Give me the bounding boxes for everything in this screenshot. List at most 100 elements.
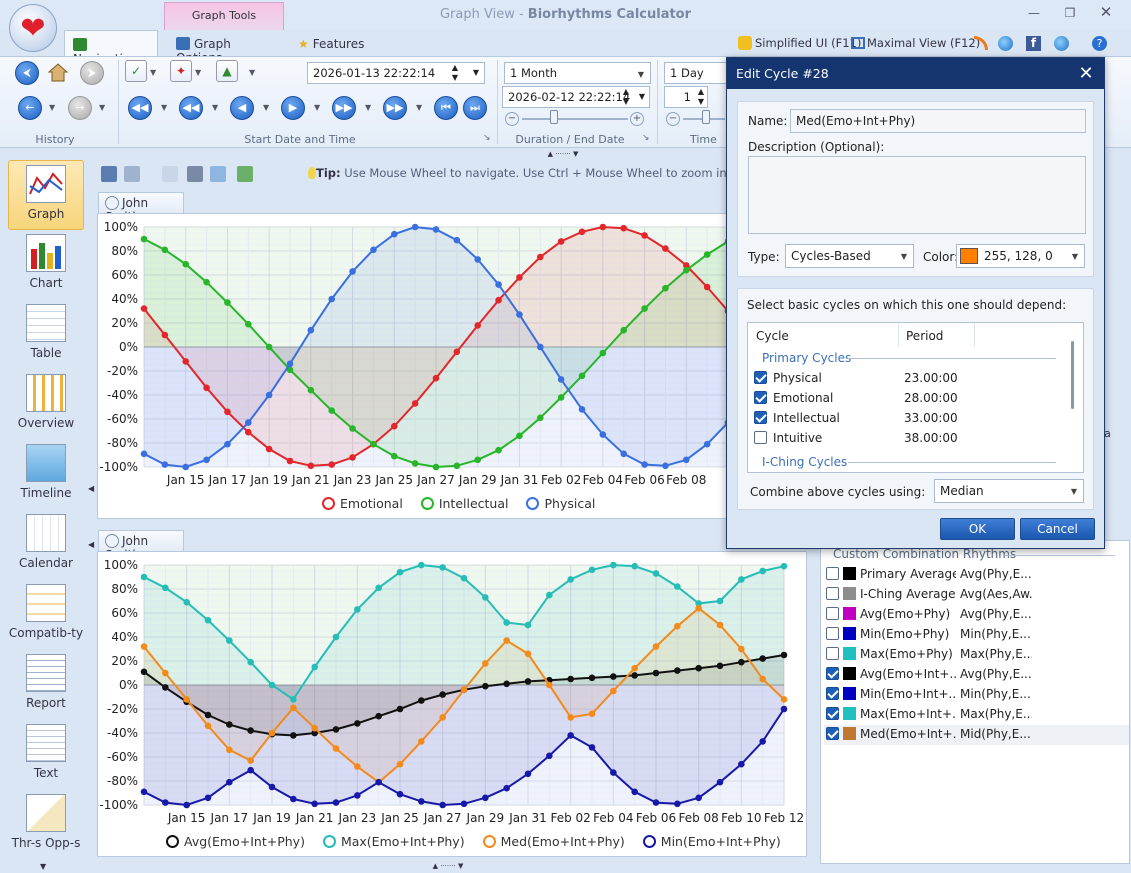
legend-min[interactable]: Min(Emo+Int+Phy) (642, 834, 781, 849)
sidebar-item-overview[interactable]: Overview (8, 370, 84, 440)
forward-fast-button[interactable]: ▶▶ (383, 96, 407, 120)
custom-rhythm-row[interactable]: Avg(Emo+Phy) Avg(Phy,E... (824, 605, 1129, 625)
custom-rhythm-row[interactable]: Avg(Emo+Int+... Avg(Phy,E... (824, 665, 1129, 685)
time-zoom-out-icon[interactable]: − (666, 112, 680, 126)
back-step-button[interactable]: ◀ (230, 96, 254, 120)
forward-fast-dropdown[interactable]: ▼ (416, 103, 423, 112)
bottom-chart-person-tab[interactable]: John Smith (98, 530, 184, 562)
sidebar-item-timeline[interactable]: Timeline (8, 440, 84, 510)
back-fast-dropdown[interactable]: ▼ (161, 103, 168, 112)
column-header-period[interactable]: Period (906, 329, 944, 343)
cycle-row-intuitive[interactable]: Intuitive 38.00:00 (754, 431, 1054, 449)
back-medium-button[interactable]: ◀◀ (179, 96, 203, 120)
cycles-list[interactable]: Cycle Period Primary Cycles Physical 23.0… (747, 322, 1084, 473)
sidebar-item-table[interactable]: Table (8, 300, 84, 370)
back-medium-dropdown[interactable]: ▼ (212, 103, 219, 112)
legend-emotional[interactable]: Emotional (322, 496, 403, 511)
minimize-icon[interactable]: — (1028, 6, 1040, 20)
end-datetime-dropdown-icon[interactable]: ▼ (638, 92, 645, 101)
web-globe-icon[interactable] (1054, 36, 1069, 51)
tree-dropdown[interactable]: ▼ (249, 68, 256, 77)
maximal-view-button[interactable]: Maximal View (F12) (851, 36, 980, 50)
splitter-left-arrow-icon[interactable]: ◀ (88, 484, 95, 493)
history-forward-dropdown[interactable]: ▼ (99, 103, 106, 112)
splitter-left-arrow-icon-2[interactable]: ◀ (88, 540, 95, 549)
sidebar-item-calendar[interactable]: Calendar (8, 510, 84, 580)
help-icon[interactable]: ? (1092, 36, 1107, 51)
facebook-icon[interactable]: f (1026, 36, 1041, 51)
horizontal-splitter-grip[interactable]: ▲ ······· ▼ (547, 150, 579, 158)
custom-rhythm-checkbox[interactable] (826, 687, 839, 700)
forward-medium-button[interactable]: ▶▶ (332, 96, 356, 120)
duration-zoom-out-icon[interactable]: − (505, 112, 519, 126)
sidebar-item-threats-opportunities[interactable]: Thr-s Opp-s (8, 790, 84, 860)
close-icon[interactable]: ✕ (1099, 3, 1113, 21)
save-icon[interactable] (101, 166, 117, 182)
custom-rhythm-row[interactable]: Min(Emo+Phy) Min(Phy,E... (824, 625, 1129, 645)
print-icon[interactable] (187, 166, 203, 182)
birthday-dropdown[interactable]: ▼ (195, 68, 202, 77)
duration-select[interactable]: 1 Month ▼ (504, 62, 651, 84)
cancel-button[interactable]: Cancel (1020, 518, 1095, 540)
duration-slider-thumb[interactable] (550, 110, 558, 124)
simplified-ui-button[interactable]: Simplified UI (F11) (738, 36, 861, 50)
tab-graph-options[interactable]: Graph Options (168, 30, 278, 65)
go-last-button[interactable]: ⏭ (463, 96, 487, 120)
start-datetime-field[interactable]: 2026-01-13 22:22:14 ▲ ▼ ▼ (307, 62, 485, 84)
sidebar-item-graph[interactable]: Graph (8, 160, 84, 230)
birthday-calendar-icon[interactable]: ✦ (170, 60, 192, 82)
custom-rhythm-checkbox[interactable] (826, 587, 839, 600)
legend-avg[interactable]: Avg(Emo+Int+Phy) (166, 834, 305, 849)
bottom-splitter-grip[interactable]: ▲ ······· ▼ (432, 862, 464, 870)
legend-physical[interactable]: Physical (526, 496, 595, 511)
history-back-button[interactable]: ← (18, 96, 42, 120)
custom-rhythm-checkbox[interactable] (826, 607, 839, 620)
custom-rhythm-row[interactable]: Max(Emo+Int+... Max(Phy,E... (824, 705, 1129, 725)
app-menu-heart-icon[interactable]: ❤ (9, 4, 57, 52)
cycle-checkbox-physical[interactable] (754, 371, 767, 384)
sidebar-scroll-down-icon[interactable]: ▼ (40, 862, 47, 871)
tree-icon[interactable]: ▲ (216, 60, 238, 82)
custom-rhythm-row[interactable]: Med(Emo+Int+... Mid(Phy,E... (824, 725, 1129, 745)
custom-rhythm-checkbox[interactable] (826, 707, 839, 720)
start-datetime-dropdown-icon[interactable]: ▼ (472, 68, 479, 77)
step-count-spinner[interactable]: ▲ ▼ (697, 87, 704, 106)
duration-zoom-in-icon[interactable]: + (630, 112, 644, 126)
top-chart-person-tab[interactable]: John Smith (98, 192, 184, 224)
forward-disabled-button[interactable]: ⮞ (80, 61, 104, 85)
forward-medium-dropdown[interactable]: ▼ (365, 103, 372, 112)
today-dropdown[interactable]: ▼ (150, 68, 157, 77)
forward-step-dropdown[interactable]: ▼ (314, 103, 321, 112)
custom-rhythm-row[interactable]: Primary Average Avg(Phy,E... (824, 565, 1129, 585)
tab-features[interactable]: ★ Features (290, 30, 370, 56)
top-biorhythm-chart[interactable]: 100% 80% 60% 40% 20% 0% -20% -40% -60% -80% -100% J… (98, 214, 732, 518)
custom-rhythm-checkbox[interactable] (826, 627, 839, 640)
duration-slider[interactable] (522, 118, 628, 120)
sidebar-item-text[interactable]: Text (8, 720, 84, 790)
go-first-button[interactable]: ⏮ (434, 96, 458, 120)
back-step-dropdown[interactable]: ▼ (263, 103, 270, 112)
duration-group-launcher-icon[interactable]: ↘ (642, 133, 650, 143)
globe-icon[interactable] (998, 36, 1013, 51)
step-count-field[interactable]: 1 ▲ ▼ (664, 86, 708, 108)
maximize-icon[interactable]: ❐ (1064, 6, 1076, 20)
custom-rhythm-row[interactable]: Max(Emo+Phy) Max(Phy,E... (824, 645, 1129, 665)
time-slider-thumb[interactable] (702, 110, 710, 124)
history-forward-button[interactable]: → (68, 96, 92, 120)
save-as-icon[interactable] (124, 166, 140, 182)
column-header-cycle[interactable]: Cycle (756, 329, 789, 343)
cycle-row-intellectual[interactable]: Intellectual 33.00:00 (754, 411, 1054, 429)
end-datetime-spinner[interactable]: ▲ ▼ (622, 87, 629, 106)
custom-rhythm-checkbox[interactable] (826, 567, 839, 580)
type-select[interactable]: Cycles-Based ▼ (785, 244, 914, 268)
cycle-row-physical[interactable]: Physical 23.00:00 (754, 371, 1054, 389)
cycle-row-emotional[interactable]: Emotional 28.00:00 (754, 391, 1054, 409)
combine-select[interactable]: Median ▼ (934, 479, 1084, 503)
sidebar-item-chart[interactable]: Chart (8, 230, 84, 300)
legend-med[interactable]: Med(Emo+Int+Phy) (482, 834, 625, 849)
custom-rhythm-row[interactable]: I-Ching Average Avg(Aes,Aw... (824, 585, 1129, 605)
tab-navigation[interactable]: Navigation (64, 30, 158, 66)
step-select[interactable]: 1 Day (664, 62, 728, 84)
custom-rhythm-row[interactable]: Min(Emo+Int+... Min(Phy,E... (824, 685, 1129, 705)
cycle-checkbox-intuitive[interactable] (754, 431, 767, 444)
